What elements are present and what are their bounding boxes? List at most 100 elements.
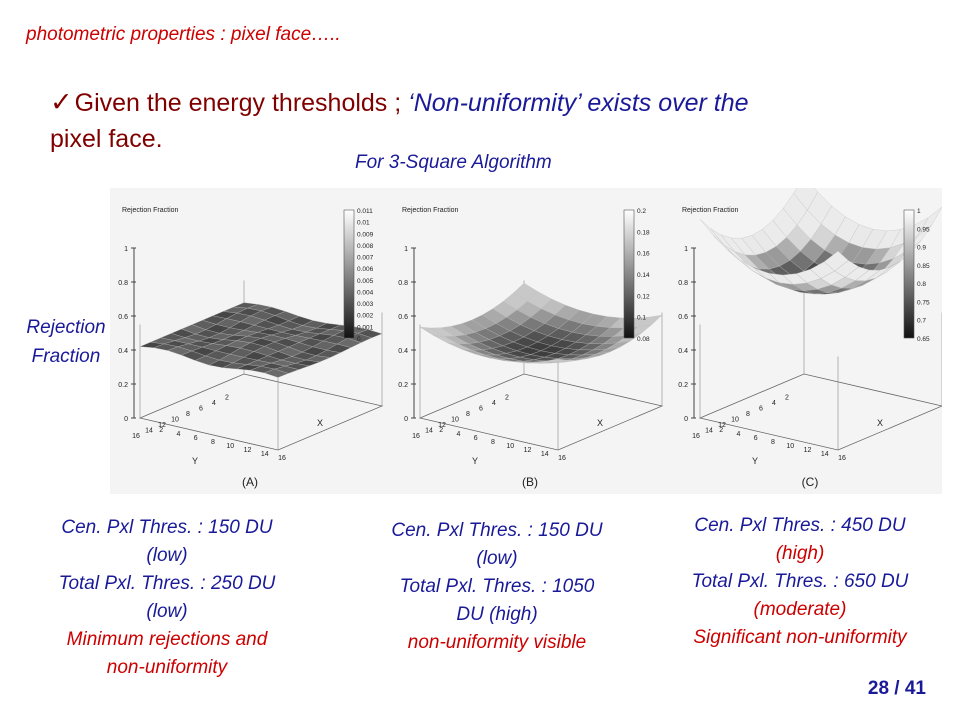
- y-tick-label: 16: [132, 433, 140, 440]
- caption-c-line2: (high): [775, 543, 825, 564]
- y-tick-label: 14: [705, 428, 713, 435]
- y-tick-label: 12: [718, 422, 726, 429]
- surface-plots-figure: 1 0.8 0.6 0.4 0.2 0 2 4 6 8 10 12 14 16 16 14 12 10 8 6 4 2 X Y…: [110, 174, 944, 494]
- colorbar-label: 0.006: [357, 266, 374, 273]
- colorbar-label: 0.002: [357, 313, 374, 320]
- y-tick-label: 10: [171, 417, 179, 424]
- colorbar-label: 0.18: [637, 229, 650, 236]
- caption-b-line3: Total Pxl. Thres. : 1050: [399, 576, 595, 597]
- z-tick-label: 0.6: [678, 314, 688, 321]
- page-number: 28 / 41: [867, 678, 926, 699]
- colorbar-label: 0.14: [637, 272, 650, 279]
- caption-b-line2: (low): [476, 548, 518, 569]
- caption-a: Cen. Pxl Thres. : 150 DU (low) Total Pxl…: [22, 514, 312, 682]
- y-tick-label: 10: [731, 417, 739, 424]
- plot-b: 1 0.8 0.6 0.4 0.2 0 2 4 6 8 10 12 14 16 16 14 12 10 8 6 4 2 X Y…: [398, 207, 664, 489]
- colorbar-label: 0.01: [357, 220, 370, 227]
- z-tick-label: 1: [684, 246, 688, 253]
- z-tick-label: 0.4: [398, 348, 408, 355]
- plot-title: Rejection Fraction: [122, 207, 179, 214]
- y-axis-name: Y: [472, 456, 478, 466]
- x-tick-label: 4: [177, 431, 181, 438]
- colorbar-label: 0.7: [917, 318, 926, 325]
- colorbar-label: 0: [357, 336, 361, 343]
- y-axis-name: Y: [752, 456, 758, 466]
- x-tick-label: 12: [244, 447, 252, 454]
- y-tick-label: 12: [158, 422, 166, 429]
- colorbar-label: 0.95: [917, 226, 930, 233]
- colorbar-label: 0.08: [637, 336, 650, 343]
- x-tick-label: 2: [439, 427, 443, 434]
- z-tick-label: 0.2: [118, 382, 128, 389]
- caption-b-line4b: (high): [489, 604, 538, 625]
- colorbar-label: 0.9: [917, 245, 926, 252]
- x-tick-label: 16: [278, 455, 286, 462]
- z-tick-label: 0.2: [398, 382, 408, 389]
- y-tick-label: 6: [479, 406, 483, 413]
- base-box: [418, 373, 664, 451]
- slide-header: photometric properties : pixel face…..: [26, 24, 341, 45]
- y-tick-label: 2: [505, 395, 509, 402]
- x-tick-label: 8: [211, 439, 215, 446]
- z-tick-label: 1: [124, 246, 128, 253]
- x-tick-label: 10: [226, 443, 234, 450]
- y-tick-label: 4: [212, 400, 216, 407]
- z-tick-label: 0: [684, 416, 688, 423]
- bullet-text-b: pixel face.: [50, 125, 163, 153]
- colorbar-label: 0.011: [357, 208, 373, 215]
- caption-a-line4: (low): [146, 601, 188, 622]
- colorbar-label: 0.16: [637, 251, 650, 258]
- y-tick-label: 14: [425, 428, 433, 435]
- colorbar-label: 0.008: [357, 243, 374, 250]
- colorbar: [343, 209, 355, 339]
- bullet-point: ✓Given the energy thresholds ; ‘Non-unif…: [50, 84, 910, 157]
- z-tick-label: 0.8: [118, 280, 128, 287]
- z-tick-label: 0.8: [678, 280, 688, 287]
- caption-c-line4: (moderate): [753, 599, 847, 620]
- z-tick-label: 0.6: [398, 314, 408, 321]
- y-axis-label-line2: Fraction: [31, 346, 101, 367]
- caption-a-line3: Total Pxl. Thres. : 250 DU: [58, 573, 276, 594]
- y-tick-label: 16: [692, 433, 700, 440]
- surface-plots-svg: 10.80.60.40.20246810121416161412108642XY…: [118, 174, 944, 489]
- panel-label: (A): [242, 475, 258, 489]
- z-tick-label: 0.4: [118, 348, 128, 355]
- x-tick-label: 16: [838, 455, 846, 462]
- x-tick-label: 4: [457, 431, 461, 438]
- colorbar: [623, 209, 635, 339]
- x-axis-name: X: [597, 418, 603, 428]
- checkmark-icon: ✓: [50, 87, 73, 117]
- x-tick-label: 4: [737, 431, 741, 438]
- y-tick-label: 6: [759, 406, 763, 413]
- y-tick-label: 14: [145, 428, 153, 435]
- base-box: [138, 373, 384, 451]
- caption-c-line5: Significant non-uniformity: [693, 627, 907, 648]
- caption-b: Cen. Pxl Thres. : 150 DU (low) Total Pxl…: [352, 517, 642, 657]
- y-tick-label: 4: [772, 400, 776, 407]
- y-tick-label: 6: [199, 406, 203, 413]
- x-axis-name: X: [877, 418, 883, 428]
- caption-c: Cen. Pxl Thres. : 450 DU (high) Total Px…: [655, 512, 945, 652]
- colorbar-label: 0.75: [917, 299, 930, 306]
- plot-c: 1 0.8 0.6 0.4 0.2 0 2 4 6 8 10 12 14 16 16 14 12 10 8 6 4 2 X Y…: [678, 174, 944, 489]
- x-tick-label: 10: [786, 443, 794, 450]
- x-tick-label: 8: [771, 439, 775, 446]
- y-axis-label: Rejection Fraction: [10, 313, 122, 371]
- x-tick-label: 10: [506, 443, 514, 450]
- surface-cell: [263, 368, 289, 378]
- surface-cell: [823, 250, 849, 272]
- x-tick-label: 6: [194, 435, 198, 442]
- y-axis-name: Y: [192, 456, 198, 466]
- z-tick-label: 0.2: [678, 382, 688, 389]
- caption-a-line2: (low): [146, 545, 188, 566]
- caption-a-line6: non-uniformity: [106, 657, 228, 678]
- x-tick-label: 2: [159, 427, 163, 434]
- colorbar-label: 0.85: [917, 263, 930, 270]
- z-tick-label: 0: [124, 416, 128, 423]
- z-tick-label: 0: [404, 416, 408, 423]
- caption-b-line4: DU (high): [352, 601, 642, 629]
- surface-cell: [544, 358, 569, 363]
- bullet-text-a: Given the energy thresholds ;: [74, 89, 409, 117]
- colorbar-label: 0.12: [637, 293, 650, 300]
- x-axis-name: X: [317, 418, 323, 428]
